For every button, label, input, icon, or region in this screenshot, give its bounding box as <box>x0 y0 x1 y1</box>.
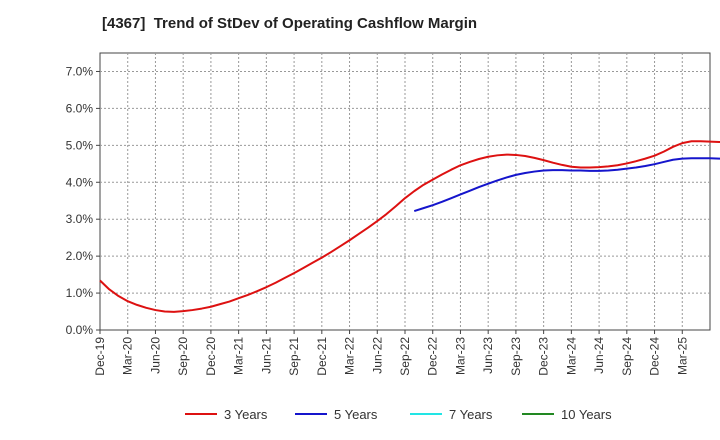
x-tick-label: Jun-20 <box>148 337 162 374</box>
x-tick-label: Dec-20 <box>204 337 218 376</box>
x-tick-label: Jun-24 <box>592 337 606 374</box>
x-tick-label: Sep-22 <box>398 337 412 376</box>
x-tick-label: Mar-21 <box>232 337 246 375</box>
y-tick-label: 1.0% <box>66 286 94 300</box>
x-tick-label: Dec-23 <box>537 337 551 376</box>
legend: 3 Years 5 Years 7 Years 10 Years <box>185 407 612 422</box>
series-lines <box>99 140 720 313</box>
y-tick-label: 5.0% <box>66 138 94 152</box>
x-tick-label: Dec-24 <box>648 337 662 376</box>
x-tick-label: Mar-24 <box>564 337 578 375</box>
legend-label: 3 Years <box>224 407 268 422</box>
legend-label: 5 Years <box>334 407 378 422</box>
x-tick-label: Dec-19 <box>93 337 107 376</box>
x-tick-label: Dec-22 <box>426 337 440 376</box>
x-tick-label: Jun-23 <box>481 337 495 374</box>
x-tick-label: Jun-21 <box>259 337 273 374</box>
y-tick-label: 2.0% <box>66 249 94 263</box>
y-tick-label: 6.0% <box>66 101 94 115</box>
x-tick-label: Mar-20 <box>121 337 135 375</box>
x-tick-label: Sep-24 <box>620 337 634 376</box>
x-axis: Dec-19 Mar-20 Jun-20 Sep-20 Dec-20 Mar-21 Jun-… <box>93 330 689 376</box>
y-tick-label: 3.0% <box>66 212 94 226</box>
y-tick-label: 4.0% <box>66 175 94 189</box>
x-tick-label: Mar-22 <box>343 337 357 375</box>
x-tick-label: Sep-23 <box>509 337 523 376</box>
x-tick-label: Sep-20 <box>176 337 190 376</box>
legend-label: 7 Years <box>449 407 493 422</box>
legend-label: 10 Years <box>561 407 612 422</box>
x-tick-label: Mar-25 <box>675 337 689 375</box>
chart-title: [4367] Trend of StDev of Operating Cashf… <box>102 15 478 32</box>
y-axis: 0.0% 1.0% 2.0% 3.0% 4.0% 5.0% 6.0% 7.0% <box>66 64 100 337</box>
series-line <box>99 140 720 313</box>
grid-lines <box>100 53 710 330</box>
x-tick-label: Sep-21 <box>287 337 301 376</box>
series-line <box>413 157 720 213</box>
x-tick-label: Mar-23 <box>453 337 467 375</box>
y-tick-label: 7.0% <box>66 64 94 78</box>
plot-area <box>99 52 711 331</box>
y-tick-label: 0.0% <box>66 323 94 337</box>
x-tick-label: Jun-22 <box>370 337 384 374</box>
x-tick-label: Dec-21 <box>315 337 329 376</box>
